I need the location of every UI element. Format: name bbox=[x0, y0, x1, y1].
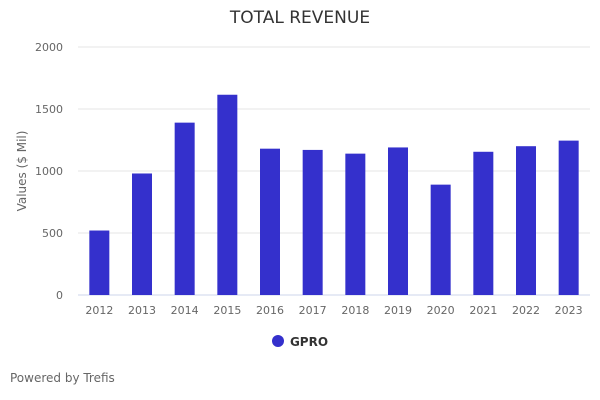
x-tick-label: 2013 bbox=[128, 304, 156, 317]
bar-2022[interactable] bbox=[516, 146, 536, 295]
legend-label: GPRO bbox=[289, 335, 329, 349]
bar-2013[interactable] bbox=[132, 173, 152, 295]
bar-2023[interactable] bbox=[558, 140, 579, 295]
bar-2019[interactable] bbox=[388, 147, 408, 295]
bar-2014[interactable] bbox=[174, 122, 195, 295]
legend-marker bbox=[271, 335, 284, 347]
x-tick-label: 2023 bbox=[555, 304, 583, 317]
bar-2015[interactable] bbox=[217, 94, 238, 296]
y-axis-title: Values ($ Mil) bbox=[15, 131, 29, 212]
x-tick-label: 2018 bbox=[341, 304, 369, 317]
powered-by-credit: Powered by Trefis bbox=[10, 371, 115, 385]
y-tick-label: 2000 bbox=[35, 41, 63, 54]
bar-2017[interactable] bbox=[302, 149, 323, 295]
y-tick-label: 1000 bbox=[35, 165, 63, 178]
bar-2018[interactable] bbox=[345, 153, 366, 295]
x-tick-label: 2016 bbox=[256, 304, 284, 317]
y-tick-label: 500 bbox=[42, 227, 63, 240]
x-tick-label: 2015 bbox=[213, 304, 241, 317]
bar-2012[interactable] bbox=[89, 230, 110, 295]
bar-2021[interactable] bbox=[473, 151, 494, 295]
x-tick-label: 2021 bbox=[469, 304, 497, 317]
x-tick-label: 2012 bbox=[85, 304, 113, 317]
x-tick-label: 2022 bbox=[512, 304, 540, 317]
legend[interactable]: GPRO bbox=[0, 335, 600, 349]
bar-chart: 0 500 1000 1500 2000 Values ($ Mil) 2012 2013 20… bbox=[15, 41, 590, 317]
x-tick-label: 2019 bbox=[384, 304, 412, 317]
x-tick-label: 2017 bbox=[299, 304, 327, 317]
x-tick-label: 2014 bbox=[171, 304, 199, 317]
y-tick-label: 1500 bbox=[35, 103, 63, 116]
chart-title: TOTAL REVENUE bbox=[229, 8, 371, 28]
x-tick-label: 2020 bbox=[427, 304, 455, 317]
y-tick-label: 0 bbox=[56, 289, 63, 302]
bar-2020[interactable] bbox=[430, 184, 451, 295]
bar-2016[interactable] bbox=[260, 148, 280, 295]
